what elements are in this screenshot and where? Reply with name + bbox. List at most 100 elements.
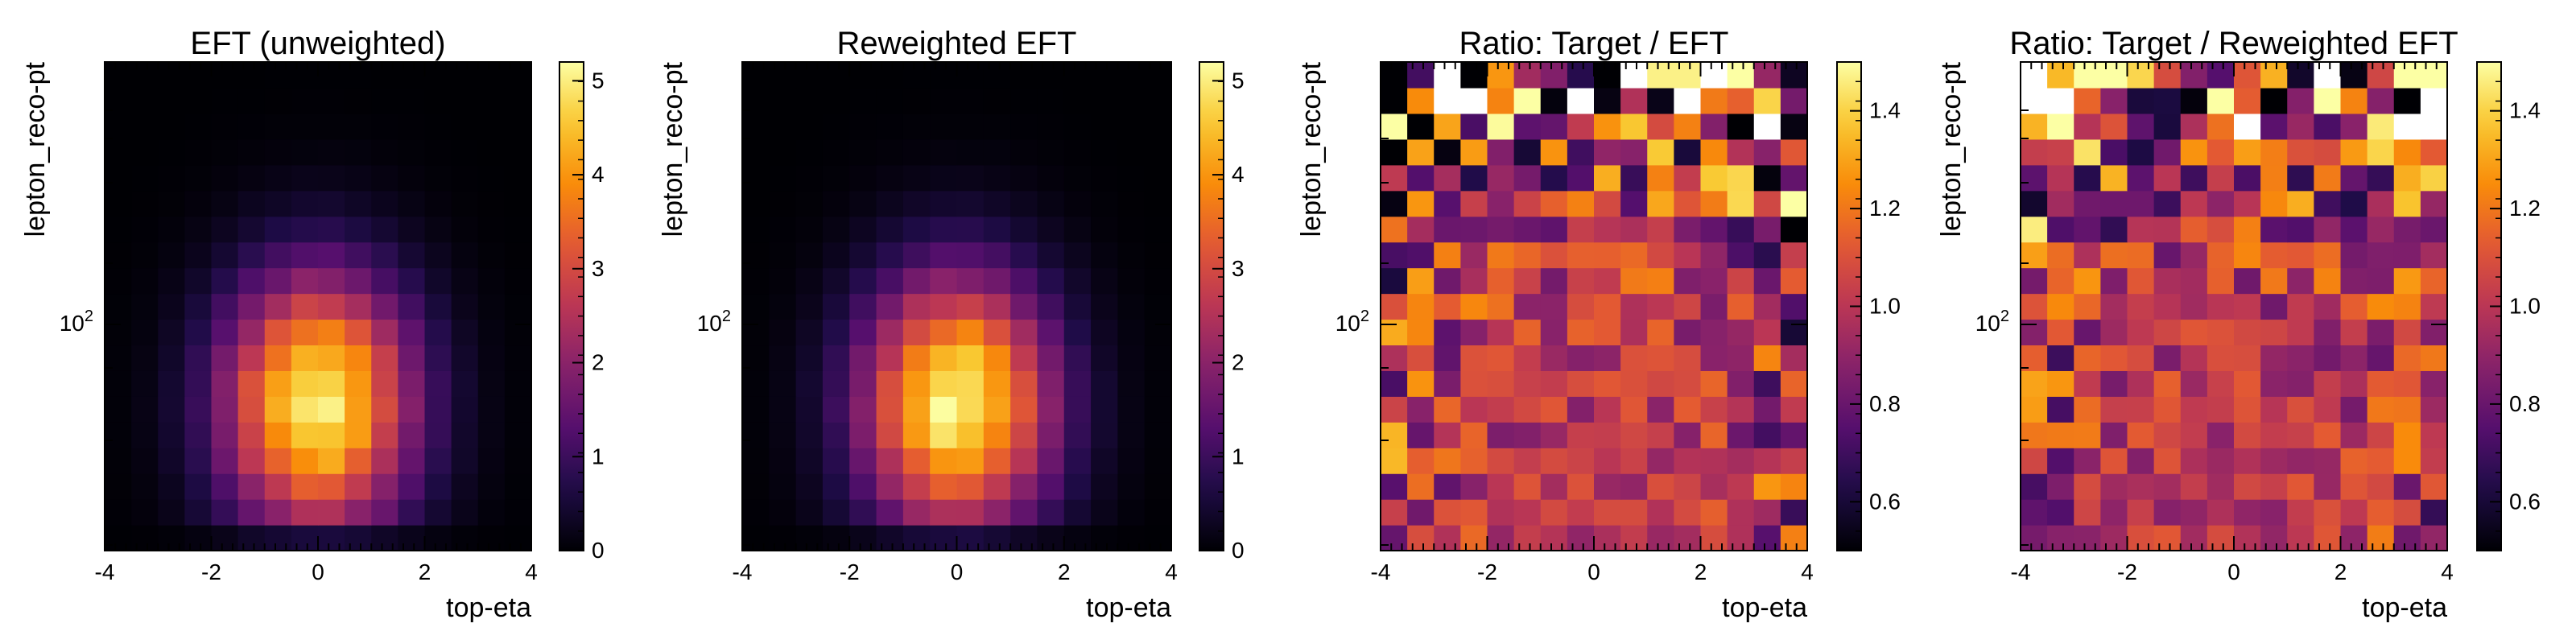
heatmap-cell — [211, 448, 239, 474]
heatmap-cell — [264, 216, 292, 243]
heatmap-cell — [1381, 319, 1408, 346]
heatmap-cell — [1063, 216, 1092, 243]
x-tick-label: -4 — [2011, 559, 2031, 584]
heatmap-cell — [1117, 113, 1146, 140]
heatmap-cell — [1460, 216, 1488, 243]
heatmap-cell — [902, 62, 931, 89]
heatmap-cell — [2420, 499, 2448, 526]
heatmap-cell — [1010, 396, 1038, 423]
heatmap-cell — [1407, 473, 1435, 500]
heatmap-cell — [1434, 319, 1461, 346]
heatmap-cell — [1540, 370, 1568, 397]
heatmap-cell — [237, 216, 266, 243]
heatmap-cell — [291, 345, 319, 371]
heatmap-cell — [1487, 87, 1515, 114]
heatmap-cell — [1434, 216, 1461, 243]
heatmap-cell — [2153, 87, 2182, 114]
heatmap-cell — [930, 62, 958, 89]
x-tick-label: 4 — [1165, 559, 1178, 584]
heatmap-cell — [2100, 242, 2128, 269]
heatmap-cell — [1381, 422, 1408, 448]
x-tick-label: 0 — [312, 559, 324, 584]
heatmap-cell — [1753, 396, 1781, 423]
heatmap-cell — [131, 216, 159, 243]
heatmap-cell — [451, 345, 479, 371]
heatmap-cell — [345, 190, 372, 217]
heatmap-cell — [2153, 113, 2182, 140]
heatmap-cell — [2234, 525, 2261, 551]
heatmap-cell — [1460, 319, 1488, 346]
heatmap-cell — [2393, 267, 2421, 295]
heatmap-cell — [237, 87, 266, 114]
heatmap-cell — [1513, 164, 1542, 192]
heatmap-cell — [902, 87, 931, 114]
y-axis-label: lepton_reco-pt — [658, 61, 688, 237]
heatmap-cell — [876, 319, 904, 346]
heatmap-cell — [1010, 370, 1038, 397]
heatmap-cell — [822, 422, 850, 448]
heatmap-cell — [822, 448, 850, 474]
heatmap-cell — [902, 422, 931, 448]
heatmap-cell — [1010, 87, 1038, 114]
heatmap-cell — [1700, 164, 1728, 192]
heatmap-cell — [1434, 499, 1461, 526]
heatmap-cell — [1434, 396, 1461, 423]
heatmap-cell — [2260, 319, 2288, 346]
heatmap-cell — [1144, 138, 1172, 166]
heatmap-cell — [504, 164, 532, 192]
heatmap-cell — [1117, 62, 1146, 89]
heatmap-cell — [264, 62, 292, 89]
heatmap-cell — [477, 370, 506, 397]
heatmap-cell — [237, 396, 266, 423]
heatmap-cell — [1407, 62, 1435, 89]
heatmap-cell — [211, 113, 239, 140]
heatmap-cell — [2234, 138, 2261, 166]
heatmap-cell — [1381, 242, 1408, 269]
heatmap-cell — [1407, 113, 1435, 140]
heatmap-cell — [477, 448, 506, 474]
heatmap-cell — [1513, 473, 1542, 500]
heatmap-cell — [105, 422, 132, 448]
heatmap-cell — [1434, 525, 1461, 551]
heatmap-cell — [398, 525, 426, 551]
heatmap-cell — [742, 319, 770, 346]
heatmap-cell — [1091, 396, 1118, 423]
heatmap-cell — [1700, 293, 1728, 320]
heatmap-cell — [2180, 473, 2208, 500]
heatmap-cell — [2047, 138, 2074, 166]
heatmap-cell — [1540, 319, 1568, 346]
heatmap-cell — [398, 267, 426, 295]
heatmap-cell — [1010, 293, 1038, 320]
heatmap-cell — [1513, 293, 1542, 320]
heatmap-cell — [1674, 190, 1702, 217]
heatmap-cell — [2153, 62, 2182, 89]
heatmap-cell — [1647, 113, 1674, 140]
x-tick-label: 2 — [1695, 559, 1707, 584]
heatmap-cell — [1620, 422, 1648, 448]
heatmap-cell — [1144, 87, 1172, 114]
heatmap-cell — [742, 396, 770, 423]
heatmap-cell — [769, 525, 797, 551]
heatmap-cell — [2207, 293, 2235, 320]
heatmap-cell — [1674, 113, 1702, 140]
heatmap-cell — [345, 164, 372, 192]
heatmap-cell — [983, 319, 1011, 346]
heatmap-cell — [1144, 293, 1172, 320]
heatmap-cell — [2367, 319, 2395, 346]
heatmap-cell — [1700, 62, 1728, 89]
colorbar-tick-label: 1 — [592, 444, 605, 469]
heatmap-cell — [2074, 422, 2101, 448]
heatmap-cell — [876, 525, 904, 551]
heatmap-cell — [2420, 164, 2448, 192]
heatmap-cell — [1753, 319, 1781, 346]
heatmap-cell — [2047, 473, 2074, 500]
heatmap-cell — [371, 62, 398, 89]
heatmap-cell — [795, 113, 824, 140]
heatmap-cell — [1487, 499, 1515, 526]
heatmap-cell — [2393, 422, 2421, 448]
heatmap-cell — [291, 499, 319, 526]
heatmap-cell — [849, 448, 877, 474]
heatmap-cell — [2393, 473, 2421, 500]
heatmap-cell — [2021, 267, 2048, 295]
heatmap-cell — [2367, 113, 2395, 140]
